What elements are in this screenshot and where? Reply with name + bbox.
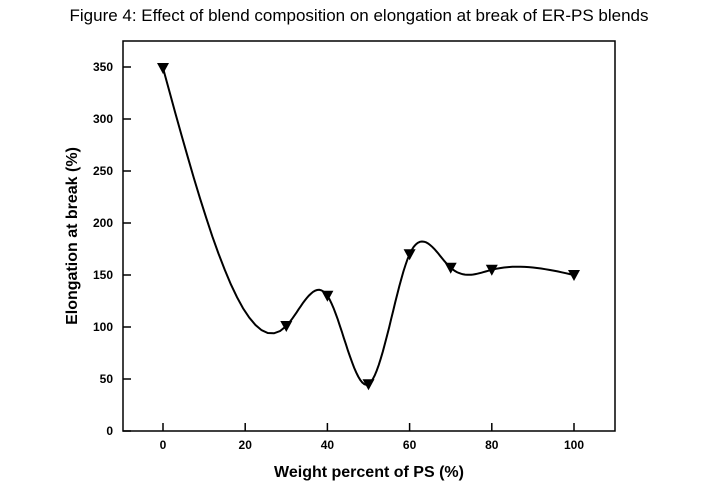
y-tick-label: 350 [93, 60, 113, 74]
y-tick-label: 50 [100, 372, 114, 386]
x-tick-label: 0 [160, 438, 167, 452]
x-tick-label: 40 [321, 438, 335, 452]
y-tick-label: 100 [93, 320, 113, 334]
y-axis-label: Elongation at break (%) [64, 147, 81, 325]
data-point-marker [485, 264, 498, 276]
data-point-marker [362, 379, 375, 391]
x-tick-label: 100 [564, 438, 584, 452]
data-point-marker [280, 320, 293, 332]
x-axis-label: Weight percent of PS (%) [274, 464, 464, 481]
y-tick-label: 200 [93, 216, 113, 230]
y-tick-label: 250 [93, 164, 113, 178]
plot-frame [122, 40, 616, 432]
data-point-marker [444, 262, 457, 274]
y-tick-label: 300 [93, 112, 113, 126]
x-tick-label: 60 [403, 438, 417, 452]
y-tick-label: 0 [106, 424, 113, 438]
chart-title: Figure 4: Effect of blend composition on… [69, 6, 649, 25]
x-tick-label: 20 [239, 438, 253, 452]
data-point-marker [157, 63, 169, 75]
y-tick-label: 150 [93, 268, 113, 282]
data-point-marker [321, 290, 334, 302]
x-tick-label: 80 [485, 438, 499, 452]
data-point-marker [403, 249, 416, 261]
data-point-marker [568, 270, 580, 281]
series-curve [162, 67, 575, 386]
